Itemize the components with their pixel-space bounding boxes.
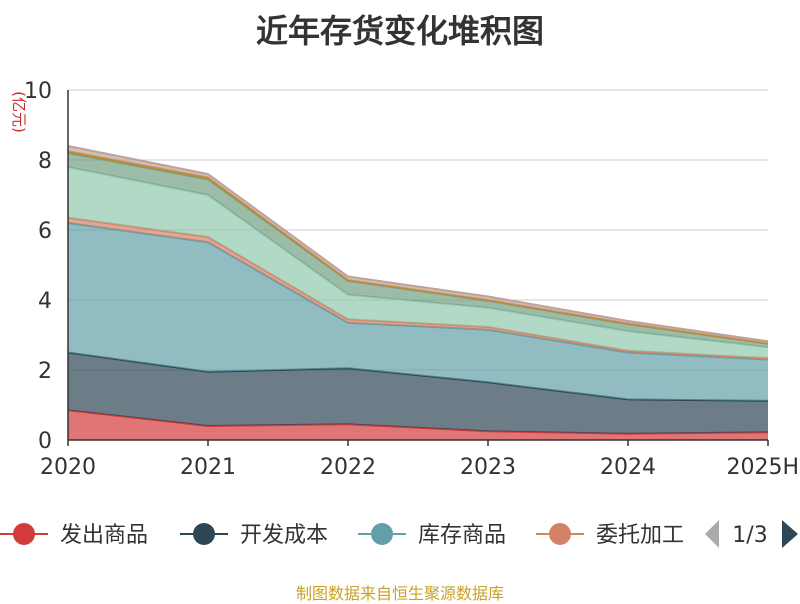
x-tick-label: 2020 <box>40 455 96 480</box>
y-tick-label: 8 <box>38 149 52 174</box>
area-layer <box>67 145 769 440</box>
x-tick-label: 2022 <box>320 455 376 480</box>
y-axis-unit-label: (亿元) <box>10 91 28 133</box>
legend-marker-icon <box>193 523 215 545</box>
legend-item[interactable]: 委托加工 <box>536 523 684 548</box>
x-tick-label: 2025H <box>726 455 799 480</box>
legend-marker-icon <box>371 523 393 545</box>
x-tick-label: 2023 <box>460 455 516 480</box>
y-tick-label: 6 <box>38 219 52 244</box>
legend-label: 库存商品 <box>418 523 506 548</box>
legend-item[interactable]: 开发成本 <box>180 523 328 548</box>
series-area-4 <box>68 167 768 359</box>
series-area-3 <box>68 217 768 360</box>
legend-page-indicator: 1/3 <box>732 523 767 548</box>
y-tick-label: 10 <box>24 79 52 104</box>
y-tick-label: 0 <box>38 429 52 454</box>
series-line-7 <box>67 145 769 343</box>
legend-item[interactable]: 发出商品 <box>0 523 148 548</box>
series-area-5 <box>68 153 768 348</box>
chart-title: 近年存货变化堆积图 <box>255 12 544 50</box>
series-area-1 <box>68 352 768 434</box>
legend-label: 发出商品 <box>60 523 148 548</box>
x-tick-label: 2024 <box>600 455 656 480</box>
legend-label: 委托加工 <box>596 523 684 548</box>
legend-marker-icon <box>13 523 35 545</box>
legend: 发出商品 开发成本 库存商品 委托加工 1/3 <box>0 520 798 548</box>
triangle-left-icon[interactable] <box>705 520 719 548</box>
axis-layer: 0 2 4 6 8 10 2020 2021 2022 2023 2024 2025H <box>24 79 799 480</box>
legend-label: 开发成本 <box>240 523 328 548</box>
legend-item[interactable]: 库存商品 <box>358 523 506 548</box>
series-area-0 <box>68 410 768 440</box>
source-note: 制图数据来自恒生聚源数据库 <box>295 584 504 603</box>
y-tick-label: 2 <box>38 359 52 384</box>
legend-marker-icon <box>549 523 571 545</box>
y-tick-label: 4 <box>38 289 52 314</box>
series-area-2 <box>68 223 768 401</box>
x-tick-label: 2021 <box>180 455 236 480</box>
triangle-right-icon[interactable] <box>782 520 798 548</box>
